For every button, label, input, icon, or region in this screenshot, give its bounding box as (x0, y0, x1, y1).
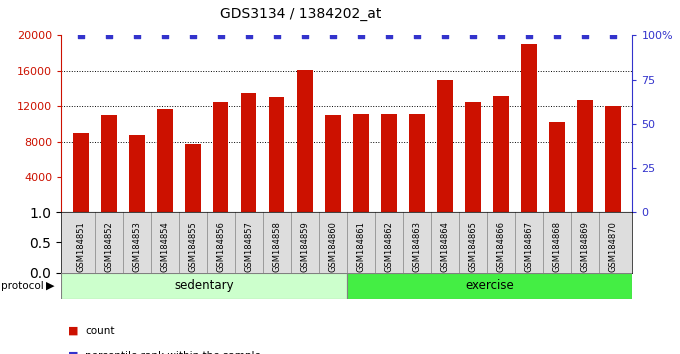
Text: GSM184851: GSM184851 (76, 222, 85, 272)
Point (411, 33, 422, 38)
Bar (297, 70, 313, 212)
Text: GSM184855: GSM184855 (188, 222, 197, 272)
Bar (61, 273, 347, 299)
Point (159, 33, 170, 38)
Bar (605, 106, 620, 212)
Point (495, 33, 506, 38)
Point (188, 33, 199, 38)
Bar (437, 80, 452, 212)
Bar (549, 122, 564, 212)
Point (271, 33, 282, 38)
Text: GSM184862: GSM184862 (384, 222, 393, 272)
Point (439, 33, 450, 38)
Text: GSM184870: GSM184870 (609, 222, 617, 272)
Bar (521, 44, 537, 212)
Text: GSM184866: GSM184866 (496, 222, 505, 273)
Text: GSM184860: GSM184860 (328, 222, 337, 272)
Bar (347, 273, 632, 299)
Point (551, 33, 562, 38)
Point (103, 33, 114, 38)
Text: GSM184857: GSM184857 (244, 222, 253, 272)
Point (524, 33, 534, 38)
Text: ▶: ▶ (46, 281, 54, 291)
Point (356, 33, 367, 38)
Point (579, 33, 590, 38)
Bar (465, 102, 481, 212)
Bar (353, 114, 369, 212)
Bar (269, 97, 284, 212)
Text: GSM184865: GSM184865 (469, 222, 477, 272)
Text: percentile rank within the sample: percentile rank within the sample (85, 351, 261, 354)
Bar (213, 102, 228, 212)
Text: GDS3134 / 1384202_at: GDS3134 / 1384202_at (220, 7, 381, 21)
Point (467, 33, 478, 38)
Bar (381, 114, 396, 212)
Text: protocol: protocol (1, 281, 44, 291)
Bar (325, 115, 341, 212)
Text: GSM184863: GSM184863 (412, 222, 422, 273)
Text: count: count (85, 326, 114, 336)
Point (299, 33, 310, 38)
Text: GSM184868: GSM184868 (552, 222, 561, 273)
Text: GSM184867: GSM184867 (524, 222, 533, 273)
Bar (409, 114, 424, 212)
Bar (73, 133, 88, 212)
Point (75, 33, 86, 38)
Point (243, 33, 254, 38)
Text: GSM184856: GSM184856 (216, 222, 225, 272)
Text: GSM184852: GSM184852 (104, 222, 114, 272)
Text: ■: ■ (68, 351, 78, 354)
Bar (185, 144, 201, 212)
Text: GSM184854: GSM184854 (160, 222, 169, 272)
Point (216, 33, 226, 38)
Bar (241, 93, 256, 212)
Bar (157, 109, 173, 212)
Text: GSM184858: GSM184858 (272, 222, 282, 272)
Bar (493, 96, 509, 212)
Bar (577, 100, 592, 212)
Text: GSM184853: GSM184853 (133, 222, 141, 272)
Text: ■: ■ (68, 326, 78, 336)
Text: sedentary: sedentary (174, 279, 234, 292)
Point (327, 33, 338, 38)
Text: GSM184864: GSM184864 (441, 222, 449, 272)
Text: GSM184859: GSM184859 (301, 222, 309, 272)
Bar (101, 115, 116, 212)
Text: GSM184869: GSM184869 (580, 222, 590, 272)
Point (607, 33, 618, 38)
Point (384, 33, 394, 38)
Bar (129, 135, 144, 212)
Point (131, 33, 142, 38)
Text: GSM184861: GSM184861 (356, 222, 365, 272)
Text: exercise: exercise (465, 279, 514, 292)
